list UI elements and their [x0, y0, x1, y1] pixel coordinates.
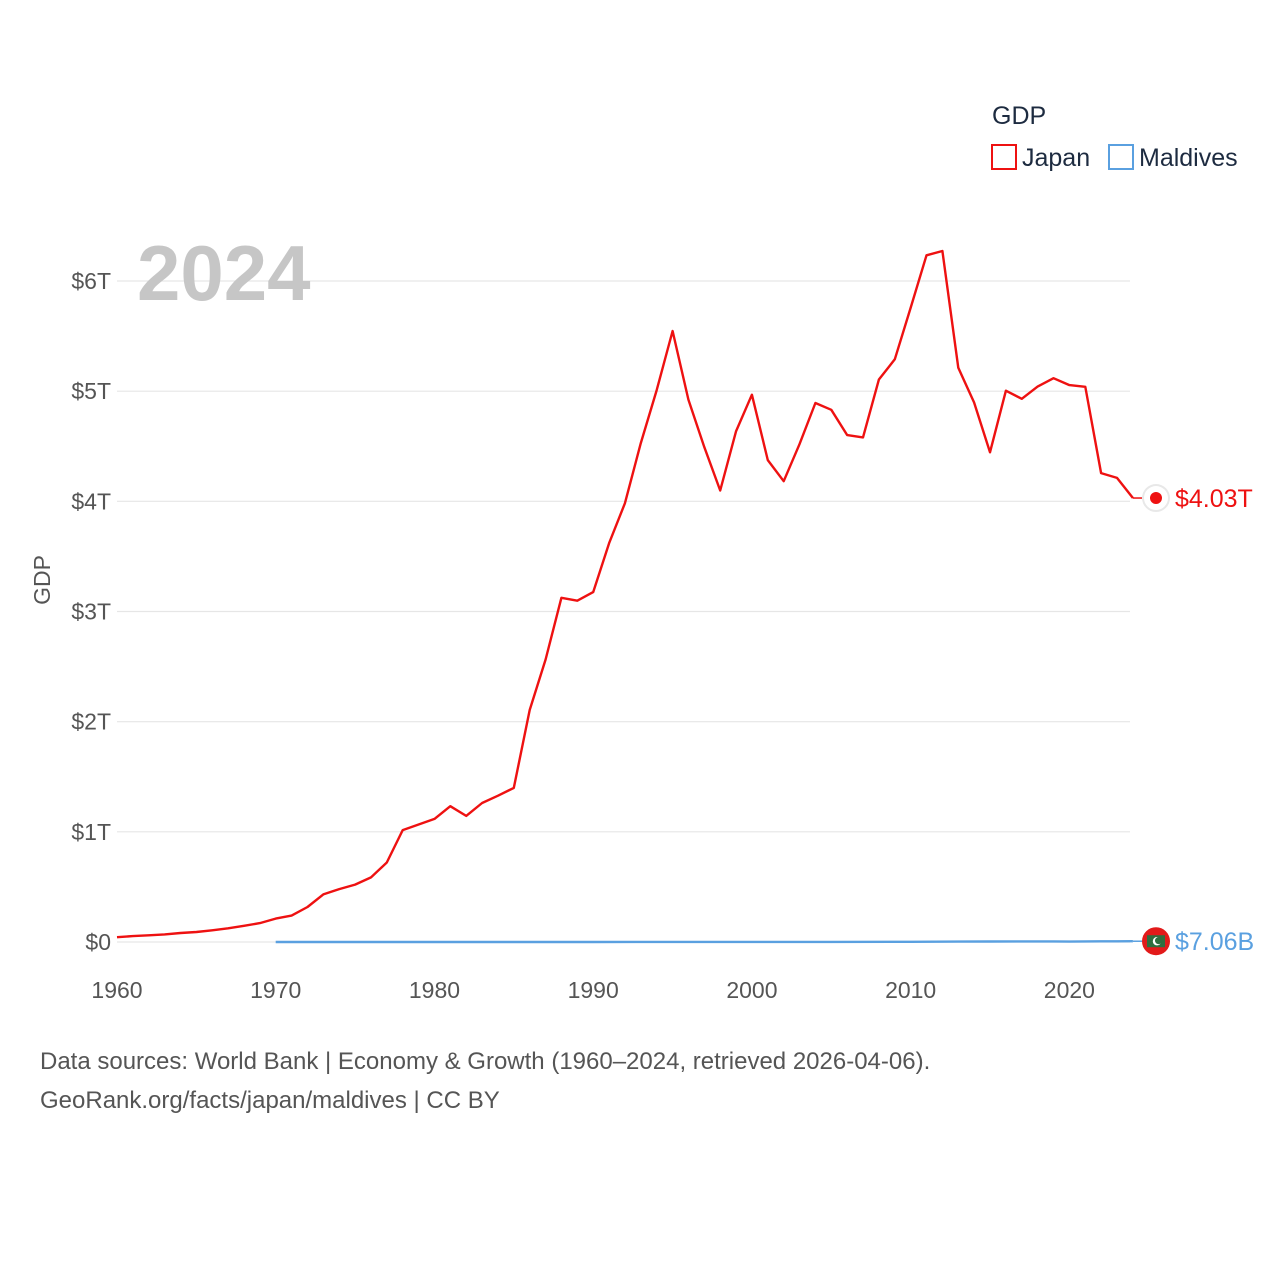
- x-tick-label: 2010: [885, 977, 936, 1003]
- end-markers: $4.03T $7.06B: [1132, 484, 1254, 956]
- series-line-maldives[interactable]: [275, 940, 1133, 944]
- y-tick-labels: $0 $1T $2T $3T $4T $5T $6T: [71, 268, 111, 955]
- y-axis-title: GDP: [29, 555, 55, 605]
- legend-swatch-japan: [991, 144, 1017, 170]
- y-tick-label: $2T: [71, 709, 111, 735]
- x-tick-labels: 1960 1970 1980 1990 2000 2010 2020: [91, 977, 1095, 1003]
- legend-label-maldives: Maldives: [1139, 144, 1238, 172]
- x-tick-label: 1960: [91, 977, 142, 1003]
- x-tick-label: 1980: [409, 977, 460, 1003]
- legend-item-maldives[interactable]: Maldives: [1108, 144, 1238, 172]
- y-tick-label: $3T: [71, 599, 111, 625]
- x-tick-label: 1990: [568, 977, 619, 1003]
- y-tick-label: $1T: [71, 819, 111, 845]
- series-lines: [116, 249, 1134, 944]
- y-tick-label: $4T: [71, 488, 111, 514]
- legend-label-japan: Japan: [1022, 144, 1090, 172]
- maldives-flag-icon: [1142, 927, 1170, 956]
- japan-flag-icon: [1142, 484, 1170, 513]
- x-tick-label: 2020: [1044, 977, 1095, 1003]
- legend-swatch-maldives: [1108, 144, 1134, 170]
- year-label: 2024: [137, 229, 311, 317]
- legend-title: GDP: [992, 102, 1046, 130]
- end-value-label-maldives: $7.06B: [1175, 928, 1254, 956]
- x-tick-label: 1970: [250, 977, 301, 1003]
- gridlines: [117, 280, 1130, 943]
- legend-item-japan[interactable]: Japan: [991, 144, 1090, 172]
- x-tick-label: 2000: [726, 977, 777, 1003]
- gdp-line-chart: GDP Japan Maldives GDP $0 $1T $2T $3T $4T $5T…: [29, 102, 1254, 1003]
- data-sources-text: Data sources: World Bank | Economy & Gro…: [40, 1048, 931, 1075]
- series-line-japan[interactable]: [116, 249, 1134, 939]
- end-value-label-japan: $4.03T: [1175, 485, 1253, 513]
- y-tick-label: $5T: [71, 378, 111, 404]
- y-tick-label: $6T: [71, 268, 111, 294]
- credit-text: GeoRank.org/facts/japan/maldives | CC BY: [40, 1087, 500, 1114]
- footer: Data sources: World Bank | Economy & Gro…: [40, 1042, 930, 1120]
- y-tick-label: $0: [85, 929, 111, 955]
